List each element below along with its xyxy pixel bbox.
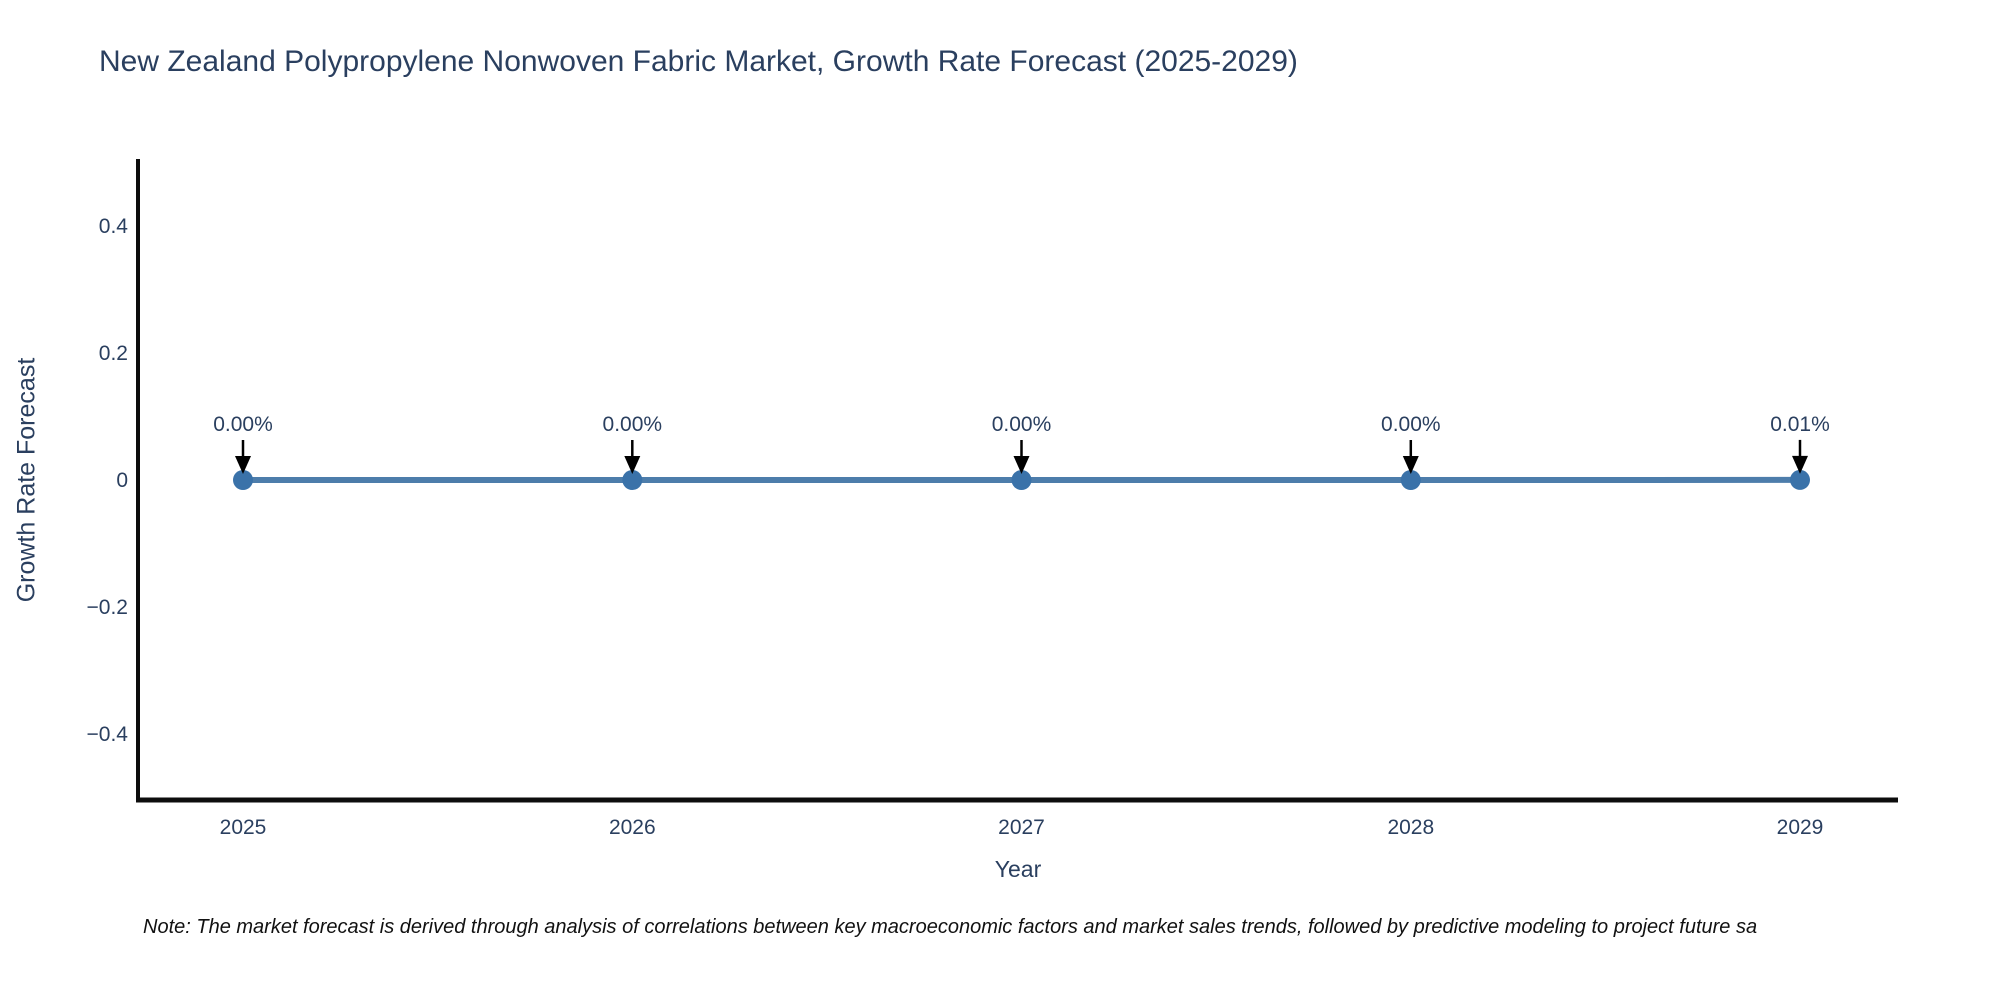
chart-note: Note: The market forecast is derived thr… xyxy=(143,916,1758,938)
data-point-label: 0.00% xyxy=(213,413,273,436)
data-point-label: 0.01% xyxy=(1770,413,1830,436)
annotation-arrowhead-icon xyxy=(235,456,251,474)
annotation-arrowhead-icon xyxy=(1402,456,1419,474)
x-tick-label: 2025 xyxy=(220,816,267,839)
annotation-arrowhead-icon xyxy=(1792,455,1808,474)
y-tick-label: −0.4 xyxy=(87,723,129,746)
data-point-label: 0.00% xyxy=(1381,413,1441,436)
x-tick-label: 2027 xyxy=(998,816,1045,839)
data-point-label: 0.00% xyxy=(992,413,1052,436)
y-tick-label: 0.2 xyxy=(99,342,128,365)
chart-title: New Zealand Polypropylene Nonwoven Fabri… xyxy=(99,45,1298,78)
annotation-arrowhead-icon xyxy=(1013,456,1030,474)
x-axis-title: Year xyxy=(994,856,1042,882)
y-tick-label: 0 xyxy=(116,469,128,492)
x-tick-label: 2028 xyxy=(1387,816,1434,839)
data-point-marker[interactable] xyxy=(622,470,643,490)
data-point-marker[interactable] xyxy=(233,470,253,490)
data-point-label: 0.00% xyxy=(603,413,663,436)
annotation-arrowhead-icon xyxy=(624,456,641,474)
data-point-marker[interactable] xyxy=(1011,470,1032,490)
y-axis-title: Growth Rate Forecast xyxy=(12,357,41,603)
x-tick-label: 2029 xyxy=(1777,816,1824,839)
y-tick-label: −0.2 xyxy=(87,596,128,619)
data-point-marker[interactable] xyxy=(1790,469,1810,490)
x-tick-label: 2026 xyxy=(609,816,656,839)
data-point-marker[interactable] xyxy=(1400,470,1421,490)
y-tick-label: 0.4 xyxy=(99,215,129,238)
